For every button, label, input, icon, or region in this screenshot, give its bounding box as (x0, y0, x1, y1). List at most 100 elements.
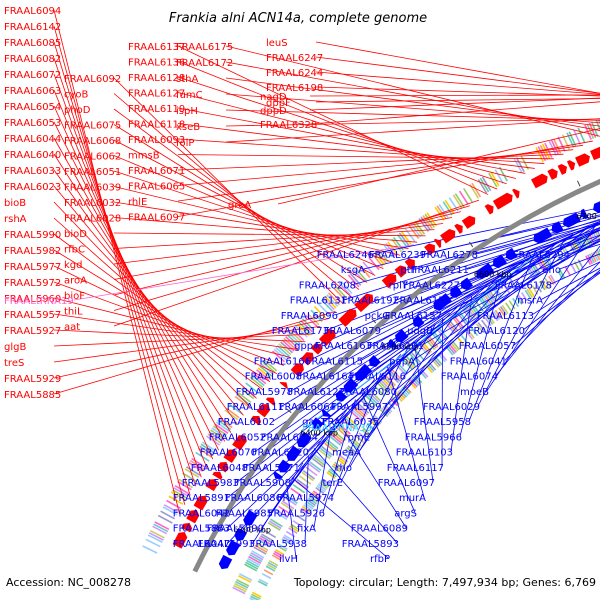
feature-band-mark (490, 171, 500, 187)
reverse-label-leader (504, 261, 600, 361)
reverse-gene-arrow (218, 554, 233, 570)
forward-gene-label: FRAAL6054 (4, 102, 61, 113)
reverse-label-leader (549, 261, 600, 285)
feature-band-mark (355, 267, 367, 282)
feature-band-mark (594, 250, 600, 261)
forward-gene-label: FRAAL6063 (4, 86, 61, 97)
forward-gene-label: mmsB (128, 151, 160, 162)
feature-band-mark (538, 280, 546, 291)
feature-band-mark (214, 423, 229, 434)
feature-band-mark (306, 499, 316, 507)
feature-band-mark (454, 193, 465, 208)
feature-band-mark (418, 344, 429, 356)
forward-gene-arrow (265, 397, 276, 406)
reverse-gene-label: FRAAL6211 (412, 265, 469, 276)
forward-gene-arrow (181, 522, 193, 533)
forward-label-leader (113, 124, 368, 283)
feature-band-mark (142, 545, 158, 554)
gene-arrows (172, 146, 600, 570)
forward-label-leader (315, 86, 600, 97)
feature-band-mark (346, 415, 358, 427)
feature-band-mark (494, 169, 504, 184)
feature-band-mark (289, 525, 299, 533)
reverse-gene-label: msrA (517, 296, 543, 307)
feature-band-mark (449, 344, 457, 353)
feature-band-mark (513, 158, 523, 174)
reverse-gene-label: FRAAL5908 (234, 478, 291, 489)
feature-band-mark (408, 380, 417, 389)
forward-gene-arrow (232, 435, 247, 451)
reverse-gene-arrow (493, 254, 507, 269)
feature-band-mark (302, 470, 316, 480)
feature-band-mark (463, 187, 473, 203)
feature-band-mark (385, 375, 396, 387)
feature-band-mark (412, 376, 421, 385)
forward-label-leader (53, 333, 313, 347)
feature-band-mark (475, 323, 484, 333)
feature-band-mark (426, 212, 437, 227)
reverse-gene-label: FRAAL6120 (468, 326, 525, 337)
feature-band-mark (274, 511, 288, 521)
feature-band-mark (259, 365, 273, 377)
feature-band-mark (465, 331, 474, 340)
feature-band-mark (448, 197, 459, 212)
feature-band-mark (484, 317, 492, 327)
forward-label-leader (53, 310, 336, 395)
feature-band-mark (307, 497, 318, 505)
feature-band-mark (311, 457, 325, 468)
forward-label-leader (315, 98, 600, 103)
forward-gene-arrow (394, 265, 407, 278)
reverse-gene-label: FRAAL6163 (315, 341, 372, 352)
feature-band-mark (374, 385, 386, 397)
forward-gene-label: FRAAL6044 (4, 134, 61, 145)
reverse-gene-label: FRAAL5938 (250, 539, 307, 550)
reverse-gene-label: FRAAL5978 (236, 387, 293, 398)
feature-band-mark (285, 336, 298, 349)
feature-band-mark (409, 379, 418, 388)
feature-band-mark (317, 302, 330, 316)
feature-band-mark (446, 320, 457, 333)
map-title: Frankia alni ACN14a, complete genome (169, 11, 427, 26)
feature-band-mark (153, 523, 169, 533)
feature-band-mark (437, 353, 446, 363)
feature-band-mark (252, 591, 262, 598)
forward-gene-label: nagD (260, 92, 287, 103)
feature-band-mark (258, 537, 272, 546)
forward-gene-arrow (424, 243, 435, 255)
feature-band-mark (224, 409, 239, 421)
feature-band-mark (235, 580, 249, 589)
reverse-gene-label: FRAAL6079 (324, 326, 381, 337)
forward-label-leader (53, 201, 251, 408)
forward-label-leader (177, 144, 584, 202)
feature-band-mark (300, 507, 310, 515)
kbp-tick (215, 510, 222, 515)
forward-gene-arrow (557, 163, 568, 175)
forward-label-leader (113, 201, 409, 250)
feature-band-mark (322, 297, 335, 311)
reverse-label-leader (450, 296, 473, 452)
feature-band-mark (444, 199, 455, 215)
forward-gene-label: bioF (64, 291, 85, 302)
reverse-gene-arrow (551, 221, 564, 234)
forward-gene-arrow (172, 531, 188, 549)
forward-gene-arrow (433, 238, 442, 248)
kbp-tick-label: 6700 kbp (576, 212, 600, 221)
reverse-label-leader (313, 448, 398, 544)
feature-band-mark (336, 458, 346, 466)
reverse-gene-label: FRAAL5974 (277, 493, 334, 504)
reverse-gene-arrow (226, 539, 241, 556)
feature-band-mark (499, 306, 507, 316)
genome-backbone (192, 178, 600, 573)
feature-band-mark (465, 306, 476, 319)
feature-band-mark (253, 546, 267, 555)
feature-band-mark (325, 440, 338, 451)
kbp-tick-label: 6400 kbp (300, 428, 338, 437)
reverse-gene-label: FRAAL6192 (342, 296, 399, 307)
feature-band-mark (381, 407, 390, 416)
reverse-gene-arrow (296, 431, 312, 448)
forward-gene-label: FRAAL6142 (4, 22, 61, 33)
reverse-gene-arrow (368, 354, 381, 367)
reverse-gene-label: FRAAL6080 (340, 387, 397, 398)
forward-gene-label: FRAAL6068 (64, 136, 121, 147)
feature-band-mark (467, 329, 475, 339)
